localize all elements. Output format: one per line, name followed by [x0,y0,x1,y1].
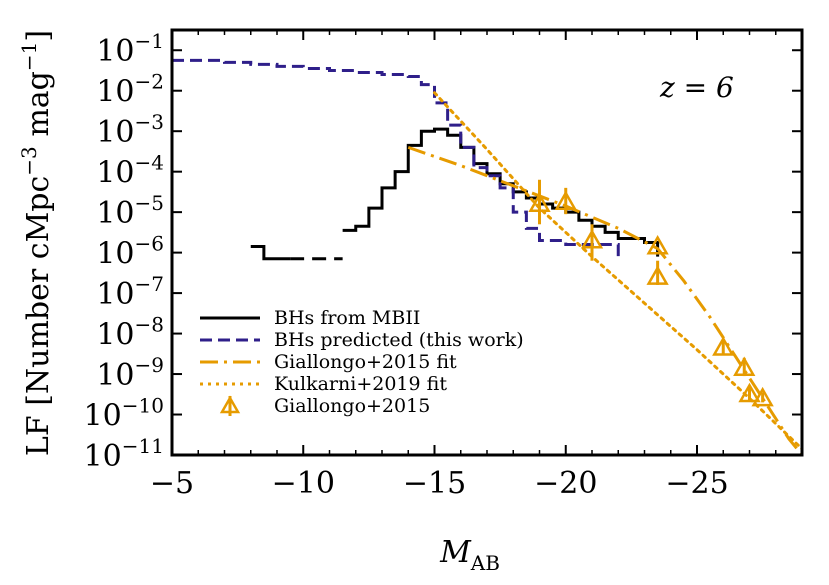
legend-marker-swatch [219,395,241,414]
giallongo-data-point [580,228,604,249]
giallongo-data-point [738,382,761,403]
series-layer [172,58,802,455]
y-tick-label: 10−3 [96,110,164,150]
giallongo-data-point [528,192,551,213]
y-label-mid: mag [21,71,56,146]
x-tick-label: −25 [665,466,728,501]
y-tick-label: 10−9 [96,353,164,393]
x-tick-label: −20 [534,466,597,501]
legend-label: Giallongo+2015 fit [274,351,457,373]
x-tick-label: −5 [150,466,194,501]
y-tick-label: 10−10 [84,394,164,434]
giallongo-fit-line [407,145,802,455]
giallongo-data-point [646,265,669,285]
y-tick-label: 10−6 [96,232,164,272]
y-tick-label: 10−11 [84,434,164,474]
y-tick-label: 10−2 [96,70,164,110]
x-tick-label: −10 [272,466,335,501]
x-axis-label: MAB [439,535,500,575]
y-tick-label: 10−5 [96,191,164,231]
predicted-series-line [172,58,620,259]
giallongo-data-point [646,235,669,255]
y-tick-label: 10−4 [96,151,164,191]
y-label-exp1: −3 [17,146,41,175]
kulkarni-fit-line [433,91,802,451]
y-label-end: ] [21,30,56,42]
giallongo-data-point [733,356,756,376]
mbii-series-line [250,245,291,261]
mbii-series-line-2 [342,127,660,257]
legend-label: BHs from MBII [274,307,420,329]
legend-label: Kulkarni+2019 fit [274,373,447,395]
redshift-annotation: z = 6 [659,71,734,104]
legend-label: Giallongo+2015 [274,395,430,417]
legend-label: BHs predicted (this work) [274,329,524,351]
x-tick-label: −15 [403,466,466,501]
x-label-main: M [439,535,472,570]
giallongo-data-point [751,386,774,407]
x-label-sub: AB [470,551,500,575]
y-tick-label: 10−7 [96,272,164,312]
svg-text:LF [Number cMpc−3 mag−1]: LF [Number cMpc−3 mag−1] [17,30,56,456]
y-tick-label: 10−8 [96,313,164,353]
plot-frame [170,28,804,457]
y-axis-label: LF [Number cMpc−3 mag−1] [17,30,56,456]
ticks-layer: −5 −10 −15 −20 −2510−110−210−310−410−510−610… [84,29,803,501]
y-label-exp2: −1 [17,42,41,71]
giallongo-data-point [554,190,577,211]
giallongo-data-point [712,336,735,356]
y-tick-label: 10−1 [96,29,164,69]
y-label-main: LF [Number cMpc [21,176,56,456]
